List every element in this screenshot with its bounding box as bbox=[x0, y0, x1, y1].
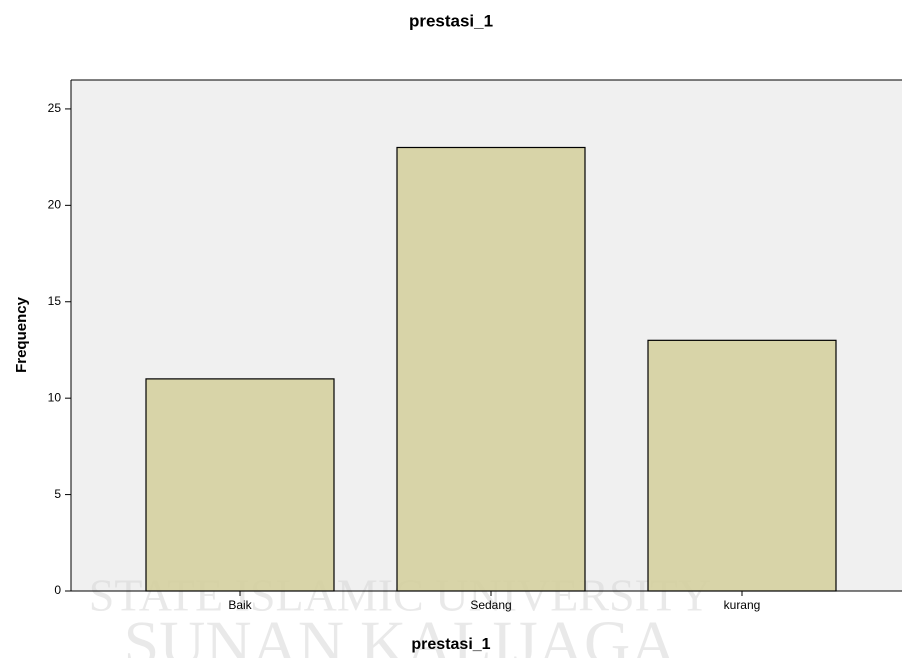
y-tick-label: 0 bbox=[54, 583, 61, 597]
y-tick-label: 20 bbox=[48, 198, 62, 212]
y-axis-label: Frequency bbox=[13, 296, 30, 373]
x-tick-label: kurang bbox=[724, 598, 761, 612]
bar bbox=[145, 378, 335, 592]
watermark-text: SUNAN KALIJAGA bbox=[124, 608, 677, 658]
y-tick-label: 5 bbox=[54, 487, 61, 501]
x-tick-label: Baik bbox=[228, 598, 252, 612]
bar bbox=[396, 146, 586, 592]
x-tick-label: Sedang bbox=[470, 598, 511, 612]
y-tick-label: 25 bbox=[48, 101, 62, 115]
chart-title: prestasi_1 bbox=[409, 11, 493, 30]
y-tick-label: 15 bbox=[48, 294, 62, 308]
bar bbox=[647, 339, 837, 592]
y-tick-label: 10 bbox=[48, 390, 62, 404]
x-axis-label: prestasi_1 bbox=[411, 636, 490, 653]
